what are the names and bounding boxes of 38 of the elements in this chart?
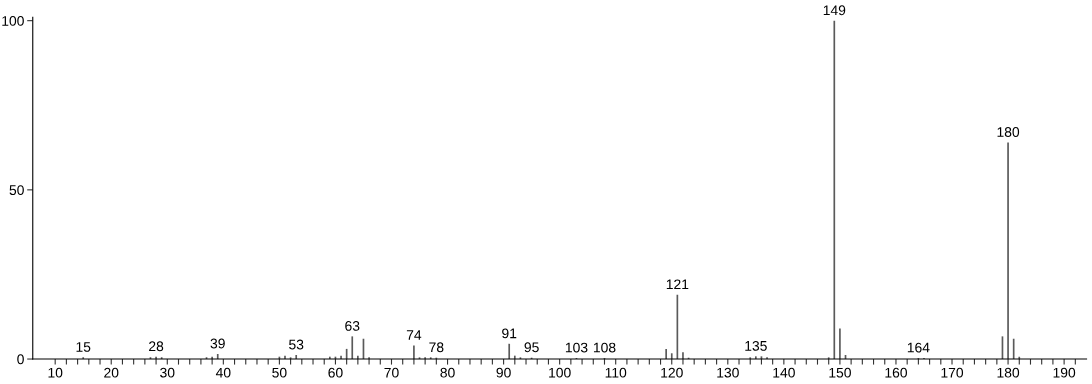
annotation: 15 xyxy=(76,342,91,352)
x-tick-label: 180 xyxy=(997,367,1020,378)
y-tick-label: 0 xyxy=(17,354,24,365)
x-tick-label: 150 xyxy=(829,367,851,378)
x-tick-label: 20 xyxy=(104,367,119,378)
x-tick-label: 140 xyxy=(773,367,795,378)
annotation: 149 xyxy=(823,5,846,16)
annotation: 91 xyxy=(502,328,517,339)
annotation: 39 xyxy=(210,338,225,349)
annotation: 180 xyxy=(997,127,1020,137)
annotation: 28 xyxy=(149,341,164,352)
x-tick-label: 170 xyxy=(941,367,964,378)
x-tick-label: 120 xyxy=(661,367,683,378)
annotation: 74 xyxy=(406,330,422,340)
x-tick-label: 110 xyxy=(605,367,627,378)
x-tick-label: 160 xyxy=(885,367,908,378)
x-tick-label: 40 xyxy=(215,367,231,378)
y-tick-label: 100 xyxy=(2,16,24,26)
x-tick-label: 100 xyxy=(549,367,571,378)
x-tick-label: 70 xyxy=(384,367,399,378)
annotation: 103 xyxy=(565,342,588,353)
x-tick-label: 30 xyxy=(160,367,175,378)
annotation: 63 xyxy=(345,321,360,331)
x-tick-label: 90 xyxy=(496,367,511,378)
annotation: 95 xyxy=(524,342,539,353)
annotation: 108 xyxy=(593,342,616,353)
x-tick-label: 10 xyxy=(48,367,63,378)
annotation: 135 xyxy=(745,340,767,351)
x-tick-label: 50 xyxy=(272,367,287,378)
annotation: 121 xyxy=(666,279,689,290)
x-tick-label: 80 xyxy=(440,367,455,378)
x-tick-label: 130 xyxy=(717,367,739,378)
annotation: 78 xyxy=(429,342,444,353)
x-tick-label: 190 xyxy=(1053,367,1076,378)
y-tick-label: 50 xyxy=(9,185,24,196)
annotation: 53 xyxy=(289,339,304,350)
x-tick-label: 60 xyxy=(328,367,343,378)
annotation: 164 xyxy=(907,342,930,353)
